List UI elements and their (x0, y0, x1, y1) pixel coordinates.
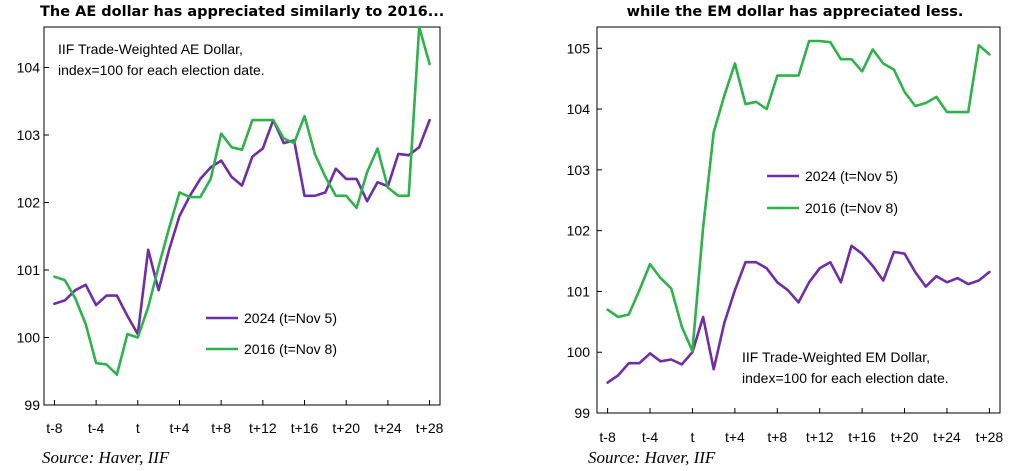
plot-frame-1 (596, 26, 1001, 414)
legend-label: 2016 (t=Nov 8) (244, 341, 337, 357)
x-tick-label: t+12 (249, 420, 277, 436)
source-note-left: Source: Haver, IIF (42, 448, 170, 467)
source-note-right: Source: Haver, IIF (588, 448, 716, 467)
x-tick-label: t+20 (332, 420, 360, 436)
x-tick-label: t (691, 429, 695, 445)
y-tick-label: 104 (17, 60, 41, 76)
y-tick-label: 105 (567, 40, 591, 56)
legend-label: 2024 (t=Nov 5) (805, 168, 898, 184)
chart-title-right: while the EM dollar has appreciated less… (626, 4, 964, 20)
series-line-2024 (53, 118, 431, 336)
x-tick-label: t+12 (806, 429, 834, 445)
chart-annotation: IIF Trade-Weighted EM Dollar, (742, 349, 930, 365)
x-tick-label: t+16 (848, 429, 876, 445)
y-tick-label: 103 (567, 162, 591, 178)
x-tick-label: t+24 (933, 429, 961, 445)
x-tick-label: t-8 (46, 420, 63, 436)
y-tick-label: 102 (567, 223, 591, 239)
x-tick-label: t-8 (599, 429, 616, 445)
x-tick-label: t-4 (642, 429, 659, 445)
y-tick-label: 100 (17, 330, 41, 346)
series-line-2024 (606, 244, 991, 384)
y-tick-label: 101 (17, 262, 41, 278)
y-tick-label: 103 (17, 127, 41, 143)
series-line-2016 (606, 39, 991, 353)
x-tick-label: t+8 (211, 420, 231, 436)
series-line-2016 (53, 25, 431, 376)
chart-annotation: index=100 for each election date. (742, 370, 949, 386)
y-tick-label: 99 (24, 397, 40, 413)
x-tick-label: t+24 (374, 420, 402, 436)
y-tick-label: 104 (567, 101, 591, 117)
y-tick-label: 100 (567, 344, 591, 360)
x-tick-label: t+4 (170, 420, 190, 436)
x-tick-label: t (136, 420, 140, 436)
legend-label: 2024 (t=Nov 5) (244, 310, 337, 326)
x-tick-label: t-4 (88, 420, 105, 436)
x-tick-label: t+28 (416, 420, 444, 436)
plot-frame-0 (43, 26, 441, 406)
legend-label: 2016 (t=Nov 8) (805, 200, 898, 216)
x-tick-label: t+20 (891, 429, 919, 445)
chart-annotation: IIF Trade-Weighted AE Dollar, (58, 41, 243, 57)
y-tick-label: 99 (574, 405, 590, 421)
chart-title-left: The AE dollar has appreciated similarly … (40, 4, 445, 20)
x-tick-label: t+16 (291, 420, 319, 436)
chart-annotation: index=100 for each election date. (58, 62, 265, 78)
x-tick-label: t+28 (976, 429, 1004, 445)
y-tick-label: 102 (17, 195, 41, 211)
x-tick-label: t+8 (767, 429, 787, 445)
x-tick-label: t+4 (725, 429, 745, 445)
y-tick-label: 101 (567, 283, 591, 299)
